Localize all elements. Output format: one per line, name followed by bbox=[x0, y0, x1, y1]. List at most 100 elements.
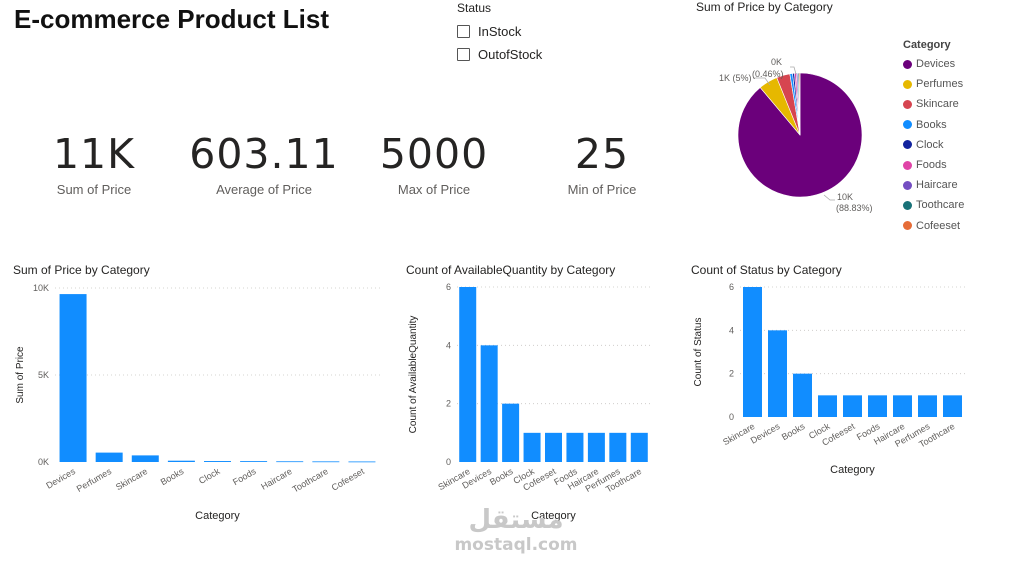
legend-label: Perfumes bbox=[916, 78, 964, 91]
bar-haircare[interactable] bbox=[587, 432, 605, 462]
x-tick-label: Books bbox=[780, 421, 807, 442]
y-tick-label: 4 bbox=[729, 325, 734, 335]
status-slicer: Status InStock OutofStock bbox=[457, 1, 542, 66]
x-tick-label: Devices bbox=[749, 421, 782, 446]
legend-dot bbox=[903, 99, 912, 109]
bar-skincare[interactable] bbox=[131, 455, 159, 462]
card-max-price: 5000 Max of Price bbox=[349, 130, 519, 197]
bar-clock[interactable] bbox=[204, 461, 231, 462]
legend-item-foods[interactable]: Foods bbox=[903, 155, 964, 175]
legend-item-devices[interactable]: Devices bbox=[903, 54, 964, 74]
bar-cofeeset[interactable] bbox=[843, 395, 862, 417]
watermark-text: mostaql.com bbox=[454, 535, 578, 555]
card-label: Min of Price bbox=[567, 182, 637, 197]
card-label: Max of Price bbox=[397, 182, 471, 197]
bar-perfumes[interactable] bbox=[609, 432, 627, 462]
bar-foods[interactable] bbox=[868, 395, 887, 417]
bar-clock[interactable] bbox=[523, 432, 541, 462]
bar-perfumes[interactable] bbox=[918, 395, 937, 417]
watermark-logo: مستقل bbox=[468, 505, 564, 535]
pie-leader-line bbox=[753, 77, 771, 86]
legend-dot bbox=[903, 79, 912, 89]
y-axis-title: Sum of Price bbox=[15, 346, 26, 404]
x-axis-title: Category bbox=[195, 510, 240, 522]
bar-foods[interactable] bbox=[240, 461, 268, 462]
legend-dot bbox=[903, 140, 912, 150]
checkbox-instock[interactable] bbox=[457, 25, 470, 38]
legend-dot bbox=[903, 160, 912, 170]
bar-cofeeset[interactable] bbox=[348, 461, 376, 463]
x-tick-label: Perfumes bbox=[75, 466, 114, 494]
slicer-option-outofstock[interactable]: OutofStock bbox=[457, 43, 542, 66]
pie-legend: Category Devices Perfumes Skincare Books Clo… bbox=[903, 39, 964, 236]
slicer-option-instock[interactable]: InStock bbox=[457, 20, 542, 43]
card-value: 5000 bbox=[379, 130, 489, 178]
legend-item-skincare[interactable]: Skincare bbox=[903, 94, 964, 114]
bar-haircare[interactable] bbox=[893, 395, 912, 417]
pie-leader-line bbox=[823, 194, 835, 201]
bar-devices[interactable] bbox=[59, 294, 87, 462]
x-axis-title: Category bbox=[830, 464, 875, 476]
x-tick-label: Toothcare bbox=[291, 466, 330, 494]
bar-perfumes[interactable] bbox=[95, 452, 123, 462]
legend-label: Toothcare bbox=[916, 199, 965, 212]
legend-label: Cofeeset bbox=[916, 219, 961, 232]
legend-label: Clock bbox=[916, 138, 944, 151]
card-label: Sum of Price bbox=[56, 182, 132, 197]
bar-skincare[interactable] bbox=[459, 287, 477, 462]
y-tick-label: 6 bbox=[446, 282, 451, 292]
legend-item-clock[interactable]: Clock bbox=[903, 135, 964, 155]
legend-label: Foods bbox=[916, 159, 947, 172]
bar-clock[interactable] bbox=[818, 395, 837, 417]
bar-books[interactable] bbox=[793, 373, 812, 417]
bar-devices[interactable] bbox=[480, 345, 498, 462]
x-tick-label: Clock bbox=[197, 466, 222, 486]
bar-toothcare[interactable] bbox=[312, 461, 340, 463]
bar-devices[interactable] bbox=[768, 330, 787, 417]
y-tick-label: 10K bbox=[33, 283, 49, 293]
bar-books[interactable] bbox=[502, 403, 520, 462]
pie-chart[interactable]: 10K(88.83%) 1K (5%) 0K (0.46%) bbox=[690, 20, 900, 220]
legend-dot bbox=[903, 221, 912, 231]
checkbox-outofstock[interactable] bbox=[457, 48, 470, 61]
pie-data-label: 1K (5%) bbox=[719, 73, 752, 83]
card-value: 603.11 bbox=[189, 130, 339, 178]
legend-item-perfumes[interactable]: Perfumes bbox=[903, 74, 964, 94]
legend-dot bbox=[903, 59, 912, 69]
bar-chart-price-title: Sum of Price by Category bbox=[13, 263, 150, 277]
legend-item-haircare[interactable]: Haircare bbox=[903, 175, 964, 195]
legend-item-toothcare[interactable]: Toothcare bbox=[903, 195, 964, 215]
card-label: Average of Price bbox=[216, 182, 312, 197]
legend-item-books[interactable]: Books bbox=[903, 115, 964, 135]
bar-chart-quantity[interactable]: 0246SkincareDevicesBooksClockCofeesetFoo… bbox=[400, 276, 670, 526]
bar-toothcare[interactable] bbox=[630, 432, 648, 462]
slicer-option-label: InStock bbox=[478, 24, 522, 39]
watermark: مستقل mostaql.com bbox=[448, 505, 584, 555]
bar-foods[interactable] bbox=[566, 432, 584, 462]
y-tick-label: 0 bbox=[729, 412, 734, 422]
legend-label: Haircare bbox=[916, 179, 958, 192]
y-tick-label: 5K bbox=[38, 370, 49, 380]
slicer-title: Status bbox=[457, 1, 492, 15]
bar-haircare[interactable] bbox=[276, 461, 304, 463]
pie-data-label: 10K bbox=[837, 192, 853, 202]
y-axis-title: Count of Status bbox=[693, 318, 704, 387]
bar-chart-status-title: Count of Status by Category bbox=[691, 263, 842, 277]
legend-label: Devices bbox=[916, 58, 956, 71]
pie-data-label: (88.83%) bbox=[836, 203, 873, 213]
card-value: 25 bbox=[574, 130, 630, 178]
y-tick-label: 6 bbox=[729, 282, 734, 292]
y-tick-label: 2 bbox=[729, 369, 734, 379]
bar-books[interactable] bbox=[167, 460, 195, 462]
y-tick-label: 2 bbox=[446, 399, 451, 409]
bar-toothcare[interactable] bbox=[943, 395, 962, 417]
legend-dot bbox=[903, 180, 912, 190]
pie-slice-cofeeset[interactable] bbox=[798, 72, 801, 136]
bar-skincare[interactable] bbox=[743, 287, 762, 417]
card-min-price: 25 Min of Price bbox=[517, 130, 687, 197]
legend-item-cofeeset[interactable]: Cofeeset bbox=[903, 216, 964, 236]
bar-cofeeset[interactable] bbox=[545, 432, 562, 462]
x-tick-label: Cofeeset bbox=[330, 466, 367, 493]
